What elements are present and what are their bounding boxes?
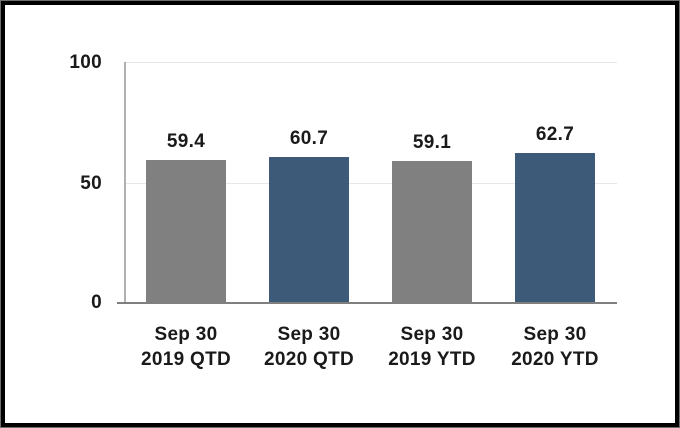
bar-group-sep30-2020-ytd: 62.7 [495, 124, 615, 303]
x-label-line1: Sep 30 [523, 324, 587, 345]
bar-sep30-2020-ytd [515, 153, 595, 303]
y-tick-label-50: 50 [80, 173, 102, 194]
x-label-line2: 2020 YTD [511, 349, 599, 370]
x-axis-label-sep30-2020-qtd: Sep 30 2020 QTD [247, 322, 371, 372]
bar-sep30-2019-qtd [146, 160, 226, 303]
x-label-line1: Sep 30 [154, 324, 218, 345]
gridline-100 [124, 62, 617, 63]
x-label-line1: Sep 30 [277, 324, 341, 345]
gridline-50 [124, 183, 617, 184]
bar-value-label: 59.1 [412, 132, 452, 153]
y-tick-label-0: 0 [91, 292, 102, 313]
bar-value-label: 60.7 [289, 128, 329, 149]
x-label-line2: 2020 QTD [263, 349, 355, 370]
x-label-line2: 2019 YTD [388, 349, 476, 370]
bar-value-label: 59.4 [166, 131, 206, 152]
x-axis-label-sep30-2019-qtd: Sep 30 2019 QTD [124, 322, 248, 372]
bar-sep30-2019-ytd [392, 161, 472, 303]
bar-group-sep30-2019-qtd: 59.4 [126, 131, 246, 303]
bar-value-label: 62.7 [535, 124, 575, 145]
bar-sep30-2020-qtd [269, 157, 349, 303]
x-axis-label-sep30-2019-ytd: Sep 30 2019 YTD [370, 322, 494, 372]
x-axis-label-sep30-2020-ytd: Sep 30 2020 YTD [493, 322, 617, 372]
x-label-line1: Sep 30 [400, 324, 464, 345]
y-tick-label-100: 100 [69, 52, 102, 73]
x-label-line2: 2019 QTD [140, 349, 232, 370]
x-axis-baseline [117, 302, 617, 304]
bar-group-sep30-2019-ytd: 59.1 [372, 132, 492, 303]
y-axis-line [124, 62, 126, 303]
bar-group-sep30-2020-qtd: 60.7 [249, 128, 369, 303]
